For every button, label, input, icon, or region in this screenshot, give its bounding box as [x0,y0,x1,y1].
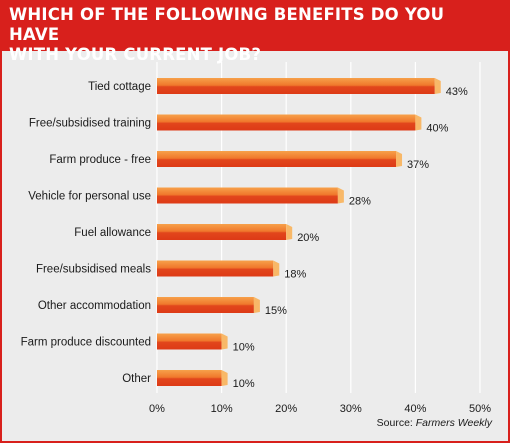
bar-other [157,370,228,386]
value-labels: 43% 40% 37% 28% 20% 18% 15% 10% 10% [233,86,468,390]
bar-body-other-accommodation [157,297,254,313]
bar-free-subsidised-training [157,114,422,131]
category-label-free-subsidised-training: Free/subsidised training [29,118,151,130]
tick-label-40pct: 40% [404,403,426,415]
bar-cap-free-subsidised-training [415,114,422,131]
bar-body-tied-cottage [157,78,435,94]
value-label-other-accommodation: 15% [265,305,287,317]
bar-cap-vehicle-for-personal-use [337,187,344,204]
category-label-fuel-allowance: Fuel allowance [74,227,151,239]
bar-body-free-subsidised-meals [157,260,274,277]
category-label-vehicle-for-personal-use: Vehicle for personal use [28,191,151,203]
title-bar: WHICH OF THE FOLLOWING BENEFITS DO YOU H… [2,2,510,64]
bar-other-accommodation [157,297,260,313]
category-label-farm-produce-discounted: Farm produce discounted [21,337,151,349]
value-label-other: 10% [233,378,255,390]
category-label-other-accommodation: Other accommodation [38,300,151,312]
bar-cap-farm-produce-discounted [221,333,228,350]
value-label-free-subsidised-training: 40% [426,123,448,135]
category-label-tied-cottage: Tied cottage [88,81,151,93]
category-label-other: Other [122,373,151,385]
category-labels: Tied cottage Free/subsidised training Farm… [21,81,152,385]
bar-body-farm-produce-discounted [157,333,222,350]
source-note: Source: Farmers Weekly [377,417,492,429]
tick-label-0pct: 0% [149,403,165,415]
tick-label-50pct: 50% [469,403,491,415]
bar-body-fuel-allowance [157,224,287,240]
source-name: Farmers Weekly [415,417,492,429]
bar-vehicle-for-personal-use [157,187,344,204]
chart-title: WHICH OF THE FOLLOWING BENEFITS DO YOU H… [9,5,445,64]
bar-cap-farm-produce-free [396,151,403,167]
value-label-farm-produce-discounted: 10% [233,342,255,354]
category-label-farm-produce-free: Farm produce - free [49,154,151,166]
bar-free-subsidised-meals [157,260,280,277]
bar-tied-cottage [157,78,441,94]
bar-body-other [157,370,222,386]
bar-body-vehicle-for-personal-use [157,187,338,204]
bars [157,78,441,386]
bar-body-farm-produce-free [157,151,397,167]
value-label-farm-produce-free: 37% [407,159,429,171]
x-axis-ticks: 0% 10% 20% 30% 40% 50% [149,403,491,415]
bar-fuel-allowance [157,224,293,240]
tick-label-10pct: 10% [211,403,233,415]
tick-label-30pct: 30% [340,403,362,415]
bar-cap-fuel-allowance [286,224,293,240]
bar-cap-tied-cottage [434,78,441,94]
bar-cap-other [221,370,228,386]
value-label-fuel-allowance: 20% [297,232,319,244]
bar-cap-other-accommodation [253,297,260,313]
bar-cap-free-subsidised-meals [273,260,280,277]
value-label-tied-cottage: 43% [446,86,468,98]
tick-label-20pct: 20% [275,403,297,415]
bar-farm-produce-free [157,151,403,167]
bar-farm-produce-discounted [157,333,228,350]
bar-body-free-subsidised-training [157,114,416,131]
value-label-free-subsidised-meals: 18% [284,269,306,281]
category-label-free-subsidised-meals: Free/subsidised meals [36,264,151,276]
source-prefix: Source: [376,417,416,429]
value-label-vehicle-for-personal-use: 28% [349,196,371,208]
